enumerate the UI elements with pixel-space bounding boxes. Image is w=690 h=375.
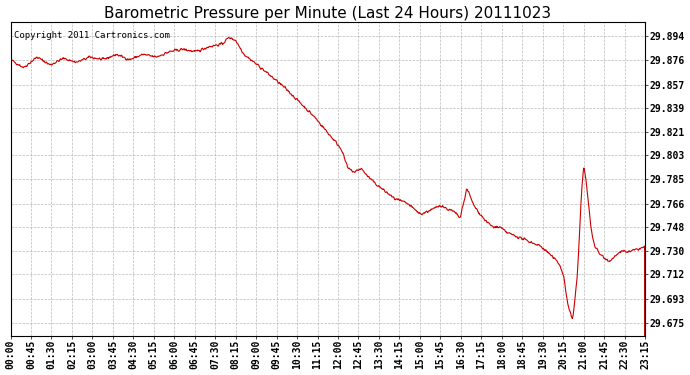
- Text: Copyright 2011 Cartronics.com: Copyright 2011 Cartronics.com: [14, 31, 170, 40]
- Title: Barometric Pressure per Minute (Last 24 Hours) 20111023: Barometric Pressure per Minute (Last 24 …: [104, 6, 551, 21]
